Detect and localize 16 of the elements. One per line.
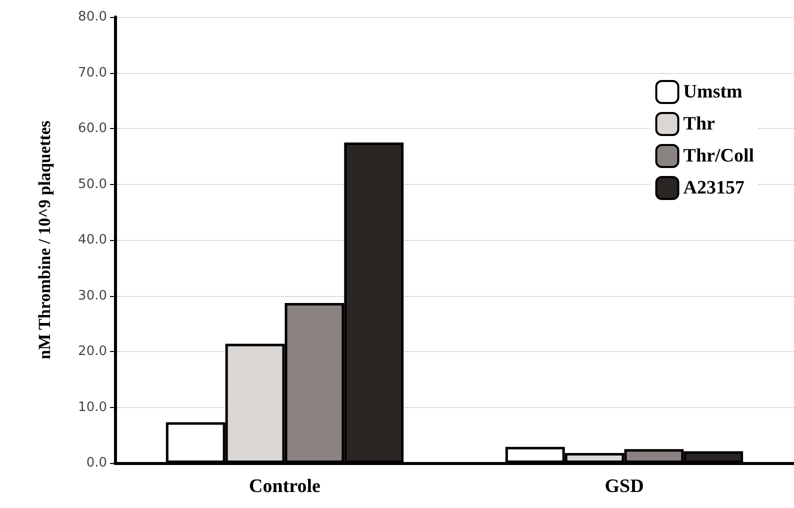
y-axis-title: nM Thrombine / 10^9 plaquettes <box>35 120 54 360</box>
y-tick-label: 0.0 <box>86 456 107 470</box>
y-tick-label: 70.0 <box>78 65 107 80</box>
legend-label: Thr <box>683 114 716 134</box>
legend-label: A23157 <box>683 178 745 198</box>
x-tick-label: Controle <box>249 476 320 497</box>
x-tick-label: GSD <box>604 476 644 497</box>
y-tick-label: 10.0 <box>78 400 107 415</box>
y-tick-label: 50.0 <box>78 176 107 192</box>
y-tick-label: 40.0 <box>78 232 107 248</box>
legend-label: Umstm <box>683 82 743 102</box>
y-tick-label: 20.0 <box>78 344 107 359</box>
y-tick-label: 60.0 <box>78 121 107 136</box>
y-tick-label: 80.0 <box>78 10 107 24</box>
y-tick-label: 30.0 <box>78 288 107 304</box>
legend-label: Thr/Coll <box>683 146 754 166</box>
